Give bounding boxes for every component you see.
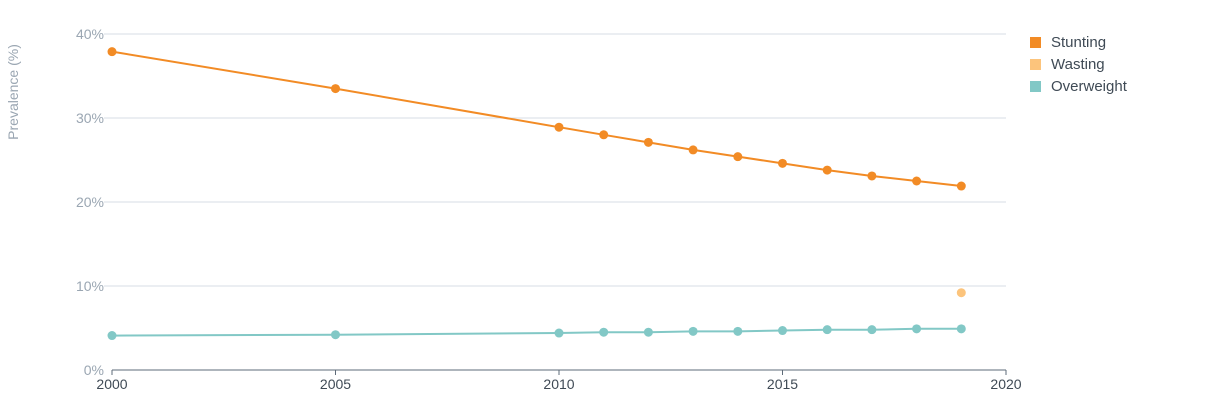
legend-swatch	[1030, 37, 1041, 48]
series-stunting	[107, 47, 966, 191]
legend-item-wasting[interactable]: Wasting	[1030, 56, 1105, 73]
stunting-point[interactable]	[778, 158, 787, 168]
y-tick-label: 20%	[76, 194, 104, 210]
y-tick-label: 40%	[76, 26, 104, 42]
y-tick-label: 0%	[84, 362, 104, 378]
stunting-line	[111, 50, 962, 187]
grid	[104, 33, 1006, 287]
y-tick-label: 10%	[76, 278, 104, 294]
y-axis-label: Prevalence (%)	[5, 44, 21, 140]
series-overweight	[107, 324, 966, 341]
overweight-point[interactable]	[107, 331, 117, 341]
x-tick-label: 2015	[767, 376, 798, 392]
legend-item-stunting[interactable]: Stunting	[1030, 34, 1106, 51]
overweight-point[interactable]	[643, 327, 653, 337]
stunting-point[interactable]	[688, 145, 698, 155]
stunting-point[interactable]	[822, 165, 832, 175]
legend-label: Wasting	[1051, 56, 1105, 73]
overweight-point[interactable]	[912, 324, 922, 334]
wasting-point[interactable]	[956, 288, 966, 298]
overweight-point[interactable]	[599, 327, 609, 337]
overweight-point[interactable]	[554, 328, 564, 338]
stunting-point[interactable]	[733, 152, 743, 162]
stunting-point[interactable]	[643, 137, 653, 147]
overweight-point[interactable]	[688, 326, 698, 336]
overweight-point[interactable]	[733, 326, 743, 336]
stunting-point[interactable]	[912, 176, 922, 186]
legend-item-overweight[interactable]: Overweight	[1030, 78, 1128, 95]
stunting-point[interactable]	[599, 130, 609, 140]
legend-swatch	[1030, 81, 1041, 92]
x-tick-label: 2005	[320, 376, 351, 392]
overweight-point[interactable]	[867, 325, 877, 335]
stunting-point[interactable]	[331, 84, 340, 94]
legend-label: Stunting	[1051, 34, 1106, 51]
overweight-point[interactable]	[956, 324, 966, 334]
stunting-point[interactable]	[554, 122, 564, 132]
stunting-point[interactable]	[107, 47, 117, 57]
legend: Stunting Wasting Overweight	[1030, 34, 1128, 95]
stunting-point[interactable]	[867, 171, 877, 181]
axes: 0% 10% 20% 30% 40% 2000 2005 2010 2015 2020	[76, 26, 1022, 392]
overweight-point[interactable]	[778, 326, 787, 336]
overweight-line	[111, 327, 962, 337]
series	[107, 47, 966, 341]
stunting-point[interactable]	[956, 181, 966, 191]
x-tick-label: 2020	[990, 376, 1021, 392]
y-tick-label: 30%	[76, 110, 104, 126]
legend-swatch	[1030, 59, 1041, 70]
x-tick-label: 2010	[543, 376, 574, 392]
overweight-point[interactable]	[331, 330, 340, 340]
series-wasting	[956, 288, 966, 298]
overweight-point[interactable]	[822, 325, 832, 335]
x-tick-label: 2000	[96, 376, 127, 392]
legend-label: Overweight	[1051, 78, 1128, 95]
